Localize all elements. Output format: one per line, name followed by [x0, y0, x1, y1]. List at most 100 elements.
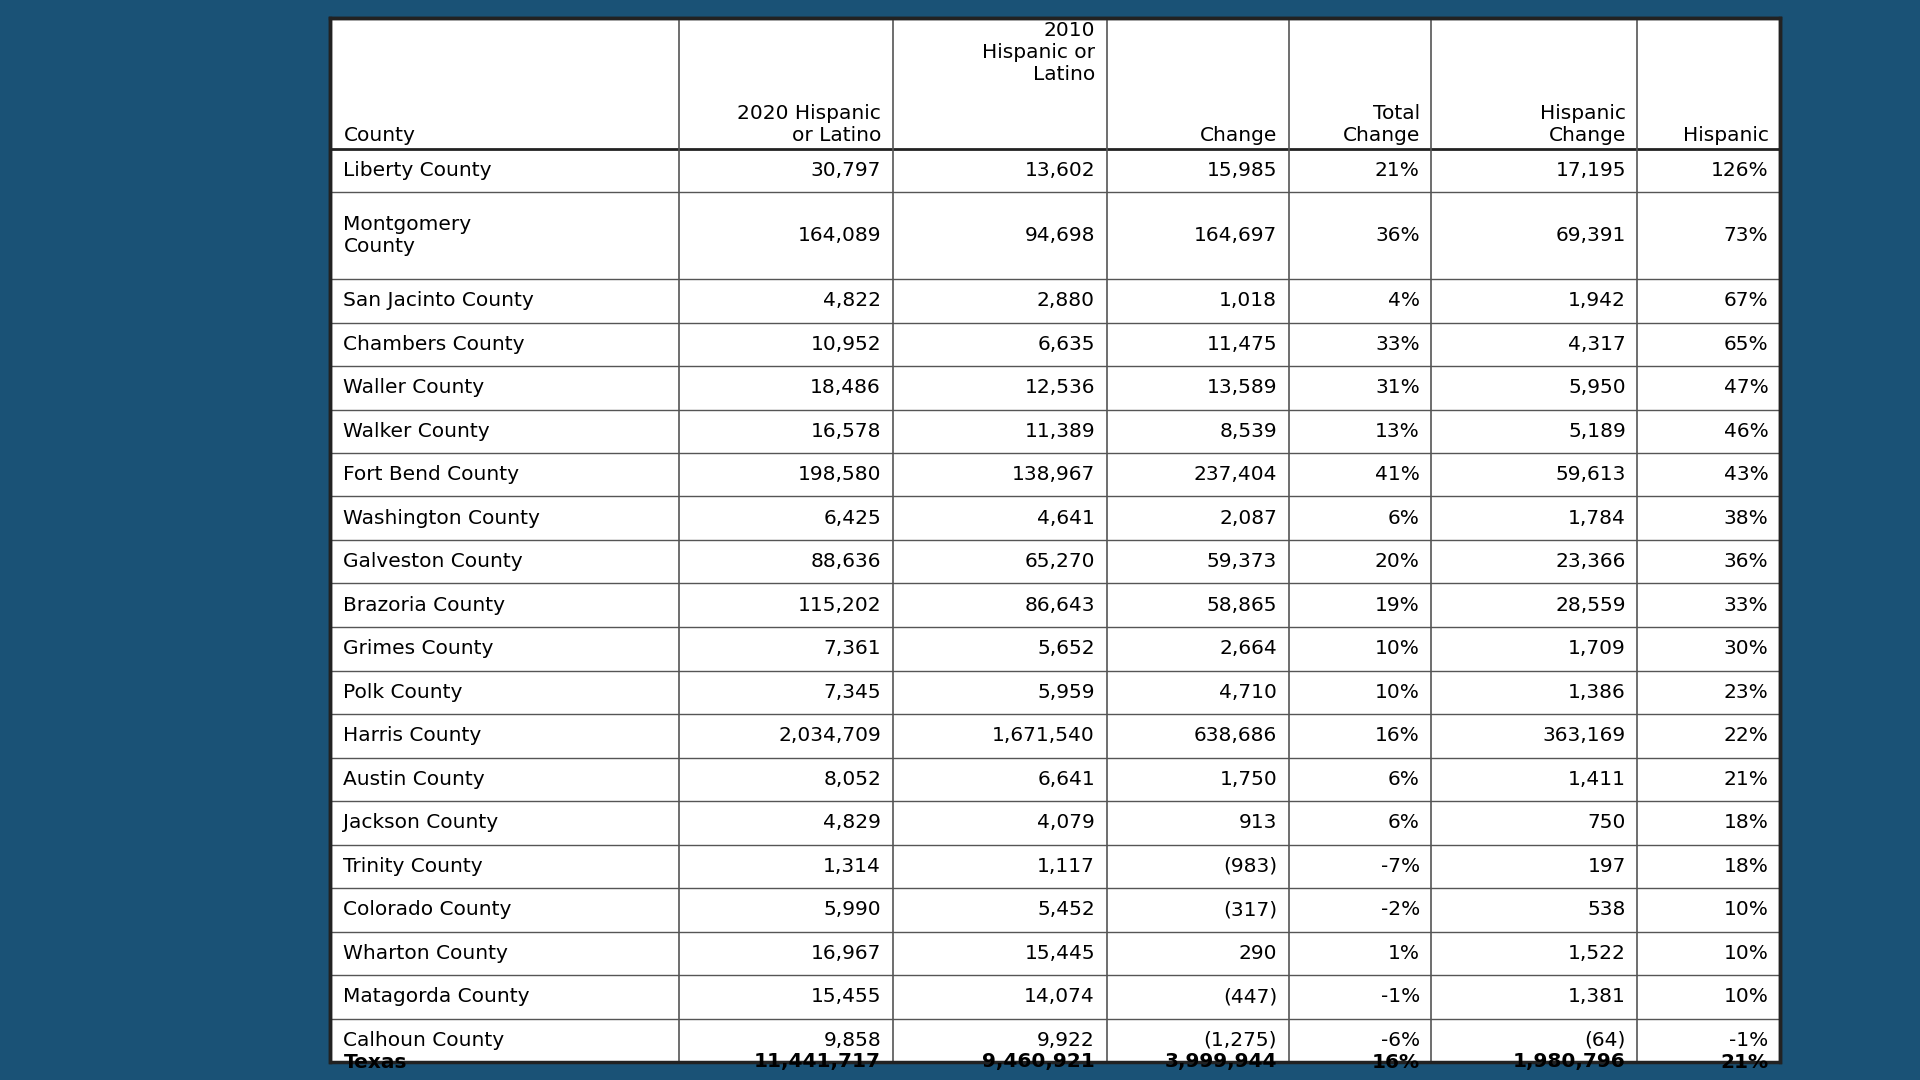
Text: 13,589: 13,589 [1208, 378, 1277, 397]
Text: 164,089: 164,089 [797, 226, 881, 245]
Text: 15,985: 15,985 [1208, 161, 1277, 179]
Text: 1,750: 1,750 [1219, 770, 1277, 788]
Text: 23,366: 23,366 [1555, 552, 1626, 571]
Text: 36%: 36% [1375, 226, 1421, 245]
Text: 8,052: 8,052 [824, 770, 881, 788]
Text: 21%: 21% [1720, 1053, 1768, 1071]
Text: 4,829: 4,829 [824, 813, 881, 833]
Text: 363,169: 363,169 [1544, 726, 1626, 745]
Text: 86,643: 86,643 [1025, 596, 1094, 615]
Text: (317): (317) [1223, 901, 1277, 919]
Text: 10%: 10% [1724, 944, 1768, 962]
Text: 2020 Hispanic
or Latino: 2020 Hispanic or Latino [737, 105, 881, 146]
Text: 5,990: 5,990 [824, 901, 881, 919]
Text: 9,922: 9,922 [1037, 1030, 1094, 1050]
Text: 59,613: 59,613 [1555, 465, 1626, 484]
Text: 1,411: 1,411 [1569, 770, 1626, 788]
Text: 9,460,921: 9,460,921 [983, 1053, 1094, 1071]
Text: Hispanic
Change: Hispanic Change [1540, 105, 1626, 146]
Text: 33%: 33% [1375, 335, 1421, 354]
Text: 10%: 10% [1375, 639, 1421, 658]
Text: 1,942: 1,942 [1569, 292, 1626, 310]
Text: 20%: 20% [1375, 552, 1421, 571]
Text: 9,858: 9,858 [824, 1030, 881, 1050]
Text: 59,373: 59,373 [1208, 552, 1277, 571]
Text: Wharton County: Wharton County [344, 944, 509, 962]
Text: 5,189: 5,189 [1569, 422, 1626, 441]
Text: 18,486: 18,486 [810, 378, 881, 397]
Text: 7,361: 7,361 [824, 639, 881, 658]
Text: 638,686: 638,686 [1194, 726, 1277, 745]
Text: 10,952: 10,952 [810, 335, 881, 354]
Text: 16,578: 16,578 [810, 422, 881, 441]
Text: Waller County: Waller County [344, 378, 484, 397]
Text: 21%: 21% [1724, 770, 1768, 788]
Text: 1,709: 1,709 [1569, 639, 1626, 658]
Text: Montgomery
County: Montgomery County [344, 215, 472, 256]
Text: 13,602: 13,602 [1025, 161, 1094, 179]
Text: -1%: -1% [1380, 987, 1421, 1007]
Text: 88,636: 88,636 [810, 552, 881, 571]
Text: 6%: 6% [1388, 813, 1421, 833]
Text: 38%: 38% [1724, 509, 1768, 528]
Text: 8,539: 8,539 [1219, 422, 1277, 441]
Text: 65,270: 65,270 [1025, 552, 1094, 571]
Text: 538: 538 [1588, 901, 1626, 919]
Text: 2,664: 2,664 [1219, 639, 1277, 658]
Text: Walker County: Walker County [344, 422, 490, 441]
Text: 290: 290 [1238, 944, 1277, 962]
Text: -6%: -6% [1380, 1030, 1421, 1050]
Text: 6%: 6% [1388, 770, 1421, 788]
Text: 28,559: 28,559 [1555, 596, 1626, 615]
Text: 43%: 43% [1724, 465, 1768, 484]
Text: Galveston County: Galveston County [344, 552, 522, 571]
Text: 1,980,796: 1,980,796 [1513, 1053, 1626, 1071]
Text: 6,635: 6,635 [1037, 335, 1094, 354]
Text: 1,018: 1,018 [1219, 292, 1277, 310]
Text: 1,386: 1,386 [1569, 683, 1626, 702]
Text: 15,445: 15,445 [1025, 944, 1094, 962]
Text: 10%: 10% [1375, 683, 1421, 702]
Text: 4,317: 4,317 [1569, 335, 1626, 354]
Text: 22%: 22% [1724, 726, 1768, 745]
Text: 2,034,709: 2,034,709 [778, 726, 881, 745]
Text: (983): (983) [1223, 856, 1277, 876]
Text: Matagorda County: Matagorda County [344, 987, 530, 1007]
Text: 5,452: 5,452 [1037, 901, 1094, 919]
Text: 4%: 4% [1388, 292, 1421, 310]
Text: 6,641: 6,641 [1037, 770, 1094, 788]
Text: Chambers County: Chambers County [344, 335, 524, 354]
Text: Fort Bend County: Fort Bend County [344, 465, 520, 484]
Text: 18%: 18% [1724, 813, 1768, 833]
Text: 164,697: 164,697 [1194, 226, 1277, 245]
Text: 10%: 10% [1724, 901, 1768, 919]
Text: 1,784: 1,784 [1569, 509, 1626, 528]
Text: 15,455: 15,455 [810, 987, 881, 1007]
Text: 4,710: 4,710 [1219, 683, 1277, 702]
Text: 10%: 10% [1724, 987, 1768, 1007]
Text: 18%: 18% [1724, 856, 1768, 876]
Text: 67%: 67% [1724, 292, 1768, 310]
Text: 4,641: 4,641 [1037, 509, 1094, 528]
Text: Polk County: Polk County [344, 683, 463, 702]
Text: 12,536: 12,536 [1025, 378, 1094, 397]
Text: 30,797: 30,797 [810, 161, 881, 179]
Text: 5,652: 5,652 [1037, 639, 1094, 658]
Text: 4,822: 4,822 [824, 292, 881, 310]
Text: 13%: 13% [1375, 422, 1421, 441]
Text: 23%: 23% [1724, 683, 1768, 702]
Text: Brazoria County: Brazoria County [344, 596, 505, 615]
Text: 1,381: 1,381 [1569, 987, 1626, 1007]
Text: 4,079: 4,079 [1037, 813, 1094, 833]
Text: 16,967: 16,967 [810, 944, 881, 962]
Text: Calhoun County: Calhoun County [344, 1030, 505, 1050]
Text: 1,117: 1,117 [1037, 856, 1094, 876]
Bar [330, 18, 1780, 1062]
Text: 3,999,944: 3,999,944 [1165, 1053, 1277, 1071]
Text: Texas: Texas [344, 1053, 407, 1071]
Text: 73%: 73% [1724, 226, 1768, 245]
Text: 115,202: 115,202 [797, 596, 881, 615]
Text: (1,275): (1,275) [1204, 1030, 1277, 1050]
Text: 7,345: 7,345 [824, 683, 881, 702]
Text: -2%: -2% [1380, 901, 1421, 919]
